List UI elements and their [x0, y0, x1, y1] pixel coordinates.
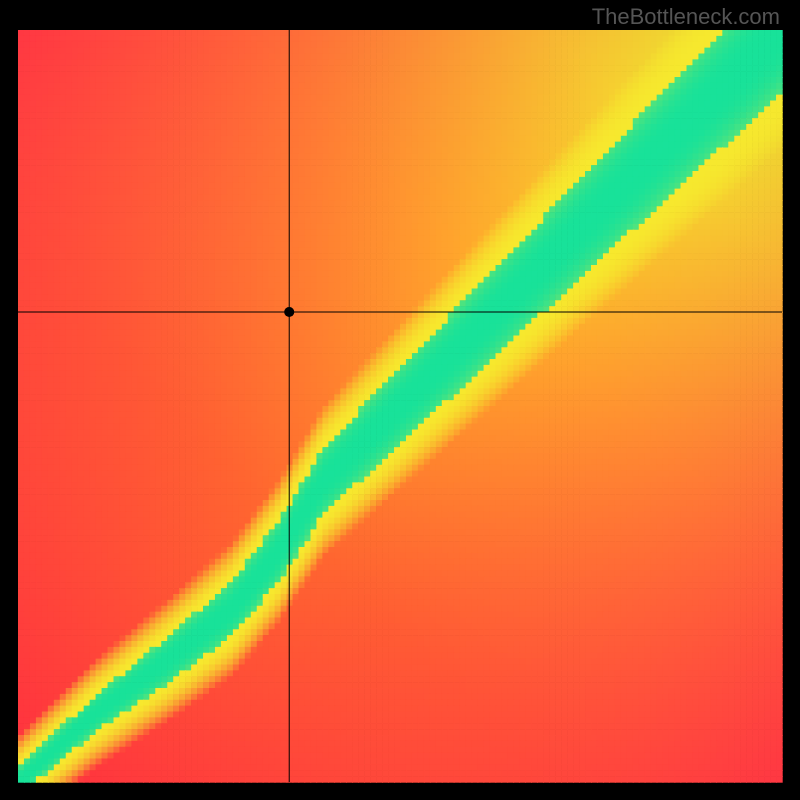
heatmap-canvas: [0, 0, 800, 800]
watermark-text: TheBottleneck.com: [592, 4, 780, 30]
chart-container: TheBottleneck.com: [0, 0, 800, 800]
